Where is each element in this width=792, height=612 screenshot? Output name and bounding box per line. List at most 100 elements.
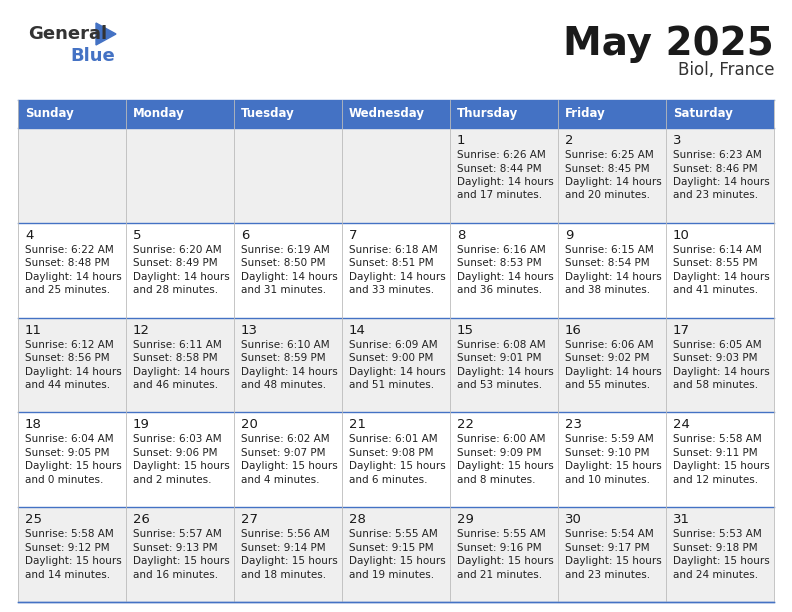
Text: 7: 7 — [349, 229, 357, 242]
Bar — [18, 412, 126, 507]
Bar — [234, 100, 342, 128]
Text: Daylight: 15 hours: Daylight: 15 hours — [241, 556, 337, 566]
Text: and 51 minutes.: and 51 minutes. — [349, 380, 434, 390]
Bar — [126, 507, 234, 602]
Text: Sunset: 9:00 PM: Sunset: 9:00 PM — [349, 353, 433, 363]
Text: 1: 1 — [457, 134, 466, 147]
Text: and 38 minutes.: and 38 minutes. — [565, 285, 650, 296]
Bar — [126, 128, 234, 223]
Text: Sunset: 9:13 PM: Sunset: 9:13 PM — [133, 543, 218, 553]
Text: and 24 minutes.: and 24 minutes. — [673, 570, 758, 580]
Text: and 23 minutes.: and 23 minutes. — [565, 570, 650, 580]
Text: Daylight: 15 hours: Daylight: 15 hours — [241, 461, 337, 471]
Text: and 53 minutes.: and 53 minutes. — [457, 380, 543, 390]
Text: 2: 2 — [565, 134, 573, 147]
Bar — [450, 412, 558, 507]
Bar — [342, 128, 450, 223]
Bar — [342, 100, 450, 128]
Text: Sunset: 9:14 PM: Sunset: 9:14 PM — [241, 543, 326, 553]
Text: 26: 26 — [133, 513, 150, 526]
Bar — [342, 412, 450, 507]
Bar — [234, 128, 342, 223]
Text: Sunrise: 5:58 AM: Sunrise: 5:58 AM — [673, 435, 762, 444]
Bar — [342, 223, 450, 318]
Text: Daylight: 14 hours: Daylight: 14 hours — [133, 272, 230, 282]
Text: Sunset: 8:58 PM: Sunset: 8:58 PM — [133, 353, 218, 363]
Text: and 21 minutes.: and 21 minutes. — [457, 570, 543, 580]
Text: 22: 22 — [457, 419, 474, 431]
Text: Sunrise: 6:01 AM: Sunrise: 6:01 AM — [349, 435, 438, 444]
Text: 31: 31 — [673, 513, 690, 526]
Bar — [234, 223, 342, 318]
Text: Sunset: 9:06 PM: Sunset: 9:06 PM — [133, 448, 218, 458]
Text: and 33 minutes.: and 33 minutes. — [349, 285, 434, 296]
Bar — [666, 128, 774, 223]
Bar — [18, 507, 126, 602]
Text: Sunrise: 5:56 AM: Sunrise: 5:56 AM — [241, 529, 329, 539]
Text: Sunset: 9:15 PM: Sunset: 9:15 PM — [349, 543, 434, 553]
Text: and 25 minutes.: and 25 minutes. — [25, 285, 110, 296]
Bar — [126, 318, 234, 412]
Text: and 10 minutes.: and 10 minutes. — [565, 475, 650, 485]
Text: 12: 12 — [133, 324, 150, 337]
Text: 23: 23 — [565, 419, 582, 431]
Text: and 4 minutes.: and 4 minutes. — [241, 475, 319, 485]
Text: 11: 11 — [25, 324, 42, 337]
Text: Sunrise: 5:57 AM: Sunrise: 5:57 AM — [133, 529, 222, 539]
Bar — [558, 507, 666, 602]
Text: Sunrise: 6:15 AM: Sunrise: 6:15 AM — [565, 245, 653, 255]
Text: and 41 minutes.: and 41 minutes. — [673, 285, 758, 296]
Text: 18: 18 — [25, 419, 42, 431]
Text: Daylight: 14 hours: Daylight: 14 hours — [457, 272, 554, 282]
Text: Sunset: 8:50 PM: Sunset: 8:50 PM — [241, 258, 326, 268]
Text: Daylight: 15 hours: Daylight: 15 hours — [25, 461, 122, 471]
Text: Biol, France: Biol, France — [677, 61, 774, 79]
Text: 15: 15 — [457, 324, 474, 337]
Text: Sunset: 8:46 PM: Sunset: 8:46 PM — [673, 163, 758, 173]
Bar — [18, 318, 126, 412]
Text: Sunrise: 6:19 AM: Sunrise: 6:19 AM — [241, 245, 329, 255]
Text: Sunrise: 6:03 AM: Sunrise: 6:03 AM — [133, 435, 222, 444]
Bar — [234, 507, 342, 602]
Text: Sunset: 9:11 PM: Sunset: 9:11 PM — [673, 448, 758, 458]
Text: Sunday: Sunday — [25, 108, 74, 121]
Text: Sunrise: 6:12 AM: Sunrise: 6:12 AM — [25, 340, 114, 349]
Text: and 14 minutes.: and 14 minutes. — [25, 570, 110, 580]
Text: 29: 29 — [457, 513, 474, 526]
Text: Sunrise: 6:09 AM: Sunrise: 6:09 AM — [349, 340, 438, 349]
Text: Daylight: 14 hours: Daylight: 14 hours — [565, 177, 662, 187]
Text: Sunrise: 6:26 AM: Sunrise: 6:26 AM — [457, 150, 546, 160]
Text: Sunrise: 6:14 AM: Sunrise: 6:14 AM — [673, 245, 762, 255]
Text: Daylight: 14 hours: Daylight: 14 hours — [25, 367, 122, 376]
Bar — [558, 223, 666, 318]
Text: Daylight: 15 hours: Daylight: 15 hours — [133, 461, 230, 471]
Text: and 12 minutes.: and 12 minutes. — [673, 475, 758, 485]
Text: Sunrise: 6:05 AM: Sunrise: 6:05 AM — [673, 340, 762, 349]
Text: Sunrise: 5:58 AM: Sunrise: 5:58 AM — [25, 529, 114, 539]
Text: Sunrise: 5:53 AM: Sunrise: 5:53 AM — [673, 529, 762, 539]
Text: 24: 24 — [673, 419, 690, 431]
Text: 8: 8 — [457, 229, 466, 242]
Text: Daylight: 14 hours: Daylight: 14 hours — [457, 367, 554, 376]
Text: 4: 4 — [25, 229, 33, 242]
Text: 3: 3 — [673, 134, 681, 147]
Text: Sunrise: 5:59 AM: Sunrise: 5:59 AM — [565, 435, 653, 444]
Text: Sunrise: 6:04 AM: Sunrise: 6:04 AM — [25, 435, 113, 444]
Text: Sunset: 9:08 PM: Sunset: 9:08 PM — [349, 448, 433, 458]
Bar — [666, 507, 774, 602]
Text: and 46 minutes.: and 46 minutes. — [133, 380, 218, 390]
Text: Sunrise: 6:16 AM: Sunrise: 6:16 AM — [457, 245, 546, 255]
Text: and 19 minutes.: and 19 minutes. — [349, 570, 434, 580]
Text: Sunrise: 6:06 AM: Sunrise: 6:06 AM — [565, 340, 653, 349]
Text: Sunset: 8:59 PM: Sunset: 8:59 PM — [241, 353, 326, 363]
Text: Daylight: 15 hours: Daylight: 15 hours — [457, 461, 554, 471]
Bar — [18, 223, 126, 318]
Text: Sunset: 8:51 PM: Sunset: 8:51 PM — [349, 258, 434, 268]
Text: Daylight: 14 hours: Daylight: 14 hours — [673, 177, 770, 187]
Text: Sunset: 9:02 PM: Sunset: 9:02 PM — [565, 353, 649, 363]
Bar — [450, 223, 558, 318]
Text: and 0 minutes.: and 0 minutes. — [25, 475, 104, 485]
Text: and 31 minutes.: and 31 minutes. — [241, 285, 326, 296]
Bar — [558, 128, 666, 223]
Text: Daylight: 14 hours: Daylight: 14 hours — [241, 367, 337, 376]
